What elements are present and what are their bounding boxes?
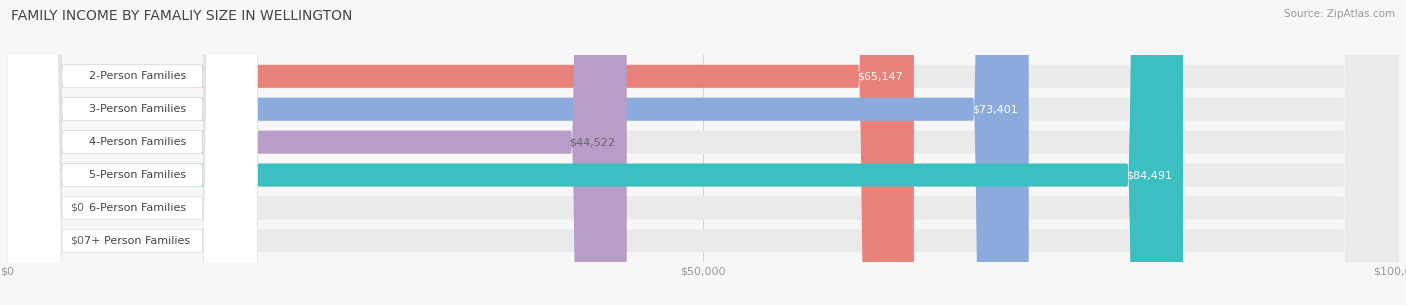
Text: 7+ Person Families: 7+ Person Families <box>84 236 190 246</box>
FancyBboxPatch shape <box>7 0 257 305</box>
FancyBboxPatch shape <box>7 0 1399 305</box>
FancyBboxPatch shape <box>7 0 1399 305</box>
Text: 2-Person Families: 2-Person Families <box>89 71 186 81</box>
Text: $0: $0 <box>70 236 84 246</box>
Text: $84,491: $84,491 <box>1126 170 1173 180</box>
Text: 3-Person Families: 3-Person Families <box>89 104 186 114</box>
Text: Source: ZipAtlas.com: Source: ZipAtlas.com <box>1284 9 1395 19</box>
Text: 4-Person Families: 4-Person Families <box>89 137 186 147</box>
FancyBboxPatch shape <box>7 0 1029 305</box>
Text: $0: $0 <box>70 203 84 213</box>
FancyBboxPatch shape <box>7 0 257 305</box>
FancyBboxPatch shape <box>7 0 56 305</box>
FancyBboxPatch shape <box>7 0 257 305</box>
Text: 5-Person Families: 5-Person Families <box>89 170 186 180</box>
Text: FAMILY INCOME BY FAMALIY SIZE IN WELLINGTON: FAMILY INCOME BY FAMALIY SIZE IN WELLING… <box>11 9 353 23</box>
Text: $44,522: $44,522 <box>569 137 616 147</box>
FancyBboxPatch shape <box>7 0 1399 305</box>
FancyBboxPatch shape <box>7 0 257 305</box>
FancyBboxPatch shape <box>7 0 1399 305</box>
FancyBboxPatch shape <box>7 0 914 305</box>
FancyBboxPatch shape <box>7 0 257 305</box>
Text: $65,147: $65,147 <box>856 71 903 81</box>
FancyBboxPatch shape <box>7 0 1399 305</box>
FancyBboxPatch shape <box>7 0 627 305</box>
Text: $73,401: $73,401 <box>972 104 1018 114</box>
FancyBboxPatch shape <box>7 0 257 305</box>
Text: 6-Person Families: 6-Person Families <box>89 203 186 213</box>
FancyBboxPatch shape <box>7 0 56 305</box>
FancyBboxPatch shape <box>7 0 1399 305</box>
FancyBboxPatch shape <box>7 0 1182 305</box>
